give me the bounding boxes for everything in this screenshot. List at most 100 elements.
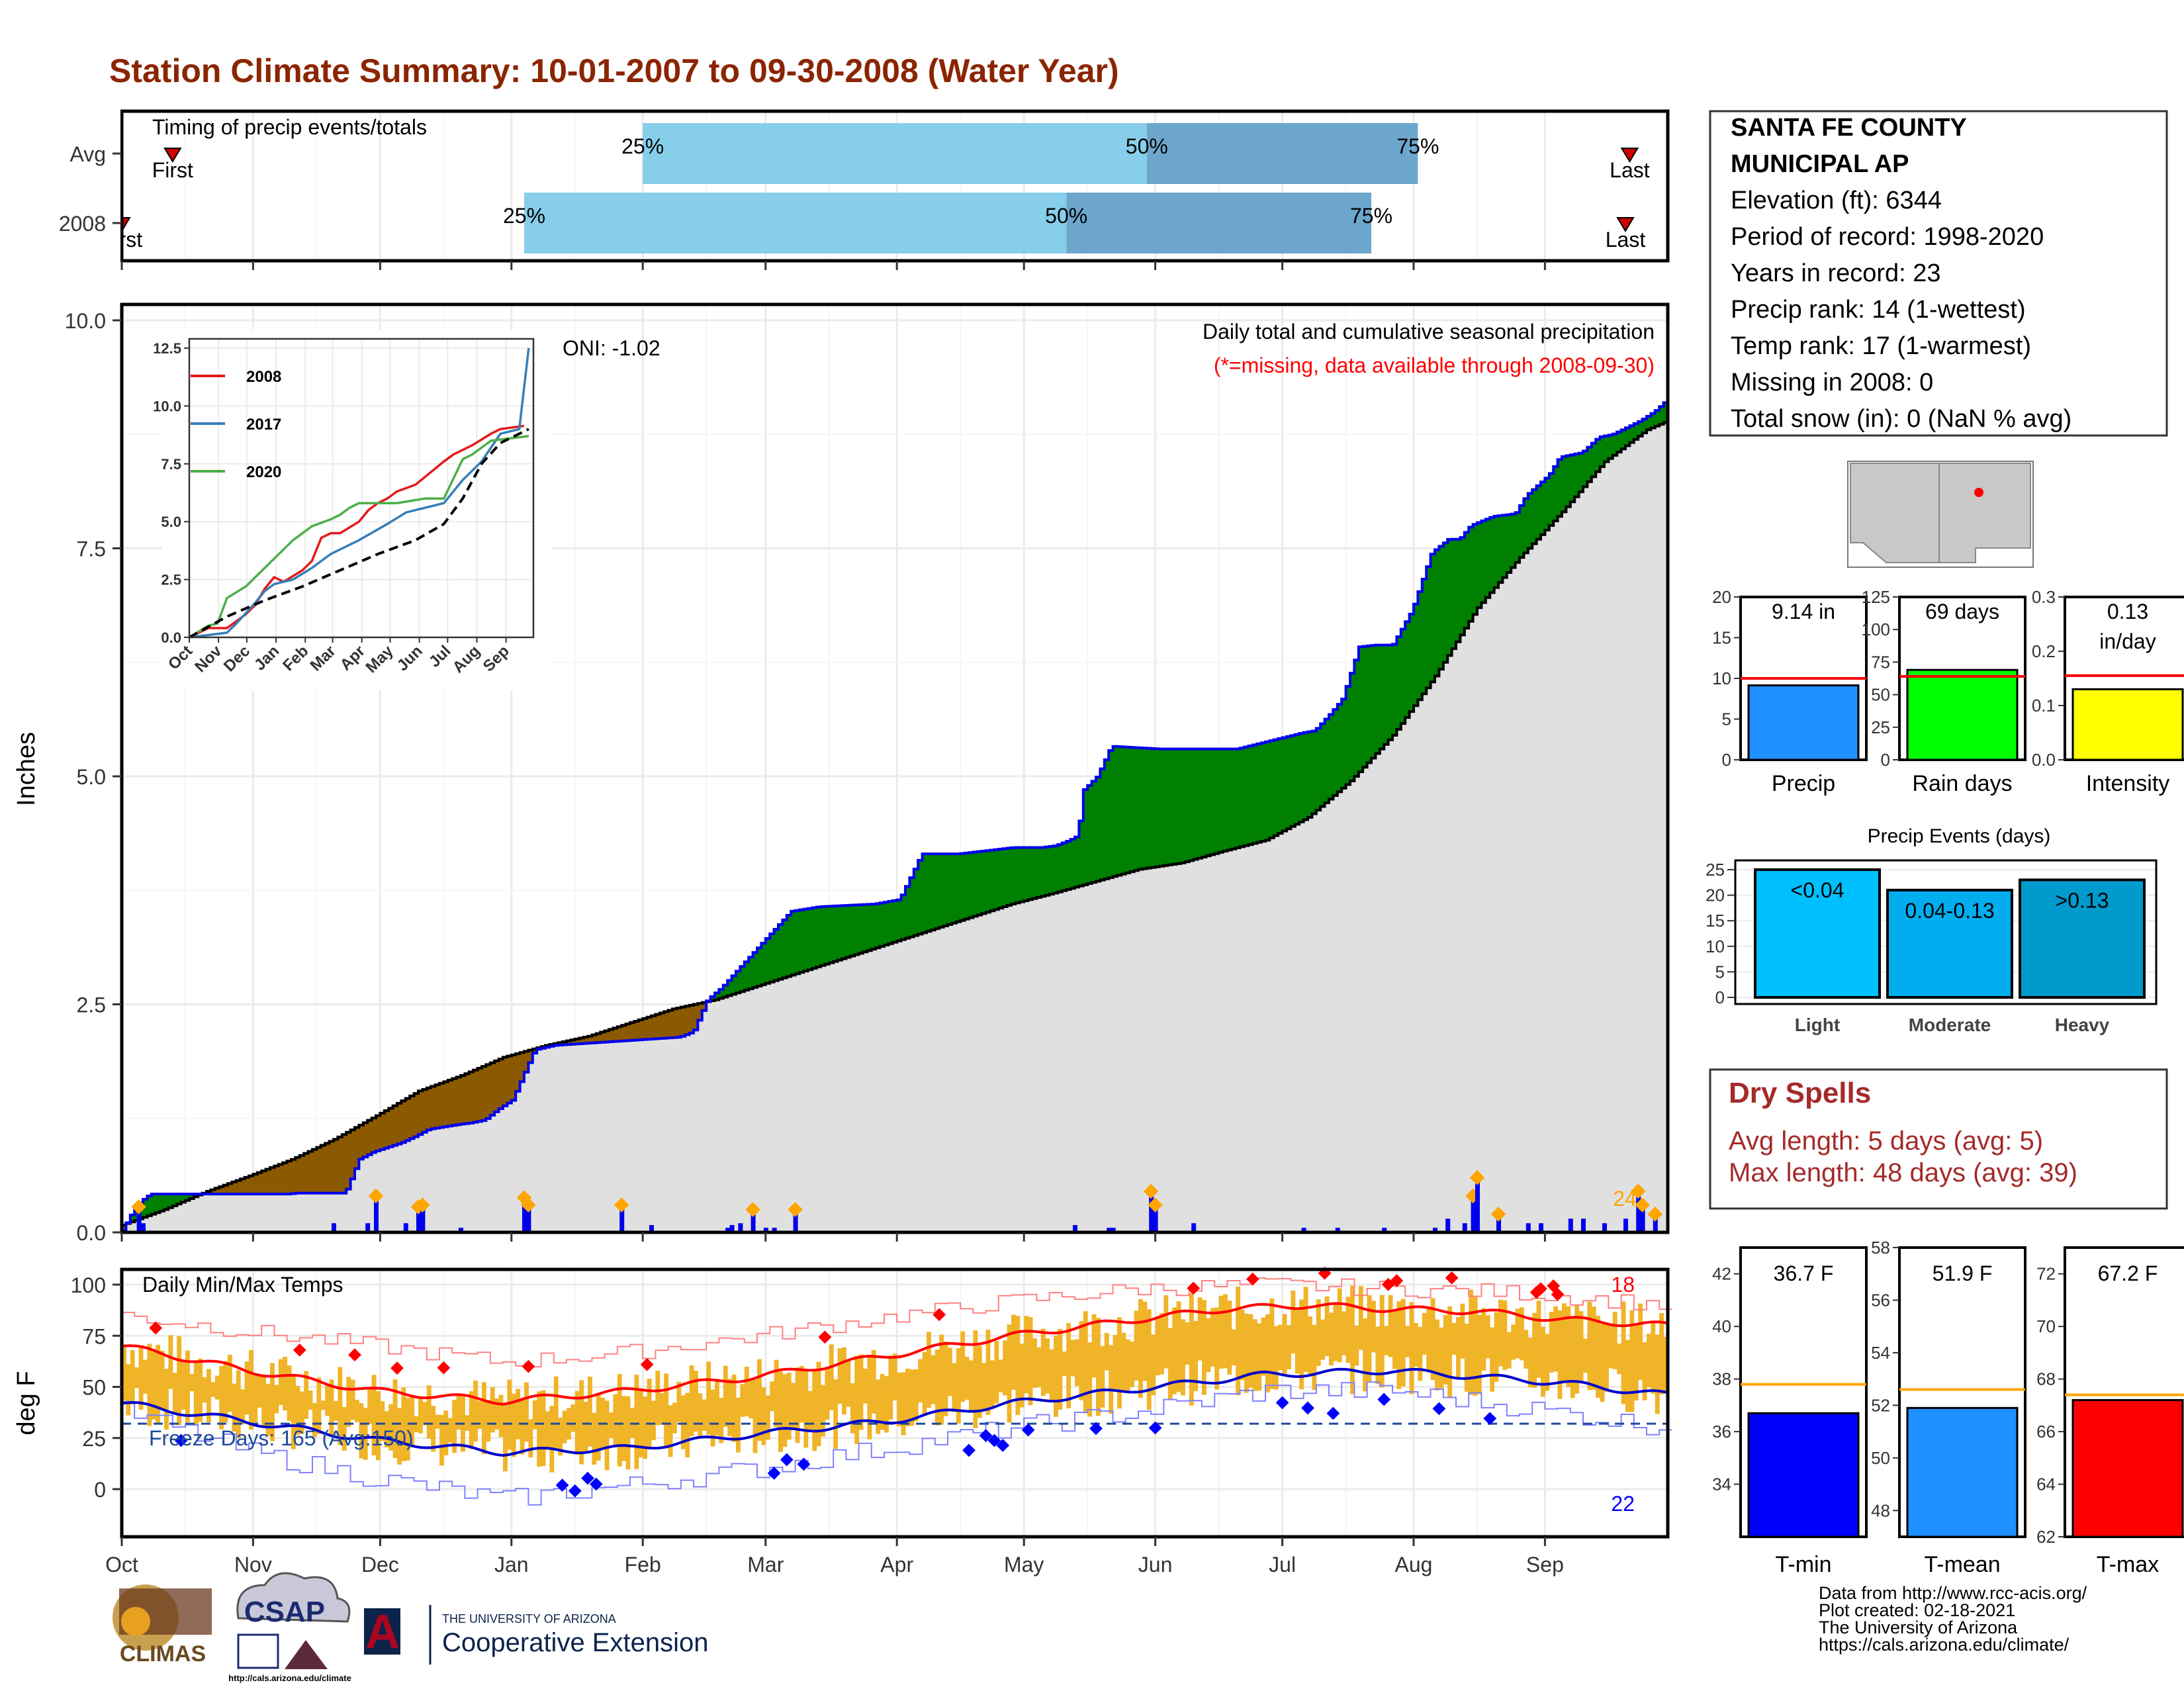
daily-temp-bar bbox=[1536, 1301, 1541, 1378]
below-normal-area bbox=[219, 1186, 224, 1195]
record-low-marker bbox=[1301, 1401, 1314, 1415]
above-normal-area bbox=[956, 854, 961, 922]
daily-temp-bar bbox=[210, 1382, 216, 1397]
below-normal-area bbox=[668, 1010, 673, 1038]
below-normal-area bbox=[312, 1149, 317, 1193]
daily-temp-bar bbox=[884, 1376, 889, 1433]
below-normal-area bbox=[592, 1034, 597, 1043]
below-normal-area bbox=[604, 1030, 610, 1042]
below-normal-area bbox=[524, 1051, 529, 1073]
daily-temp-bar bbox=[795, 1367, 800, 1443]
daily-precip-bar bbox=[1301, 1228, 1306, 1232]
above-normal-area bbox=[1079, 821, 1084, 886]
daily-temp-bar bbox=[846, 1359, 851, 1407]
above-normal-area bbox=[1172, 749, 1177, 864]
daily-temp-bar bbox=[431, 1406, 436, 1452]
event-bar-heavy bbox=[2019, 878, 2146, 999]
csap-logo: CSAP http://cals.arizona.edu/climate bbox=[228, 1572, 351, 1683]
summary-x-label: Intensity bbox=[2086, 771, 2170, 796]
daily-temp-bar bbox=[1629, 1310, 1635, 1412]
above-normal-area bbox=[803, 909, 809, 972]
above-normal-area bbox=[1083, 789, 1088, 885]
timing-bar-q50-q75 bbox=[1146, 123, 1418, 184]
heavy-event-marker bbox=[1647, 1207, 1663, 1222]
daily-temp-bar bbox=[304, 1371, 309, 1419]
heavy-event-marker bbox=[788, 1202, 803, 1217]
above-normal-area bbox=[1477, 522, 1482, 608]
above-normal-area bbox=[1240, 748, 1245, 847]
above-normal-area bbox=[1574, 453, 1580, 497]
daily-temp-bar bbox=[1375, 1326, 1381, 1385]
above-normal-area bbox=[1451, 539, 1457, 649]
daily-temp-bar bbox=[871, 1349, 876, 1414]
below-normal-area bbox=[520, 1052, 525, 1082]
daily-temp-bar bbox=[1647, 1334, 1651, 1388]
summary-y-tick: 100 bbox=[1862, 619, 1890, 639]
below-normal-area bbox=[295, 1157, 300, 1193]
daily-temp-bar bbox=[507, 1379, 512, 1450]
above-normal-area bbox=[1392, 644, 1397, 735]
above-normal-area bbox=[193, 1194, 199, 1197]
observed-cumulative-line bbox=[122, 398, 1669, 1232]
daily-temp-bar bbox=[1312, 1324, 1317, 1391]
record-high-marker bbox=[933, 1308, 946, 1322]
daily-temp-bar bbox=[1070, 1340, 1075, 1377]
daily-temp-bar bbox=[545, 1411, 550, 1450]
daily-temp-bar bbox=[185, 1350, 190, 1423]
temp-summary-x-label: T-mean bbox=[1924, 1552, 2000, 1577]
above-normal-area bbox=[863, 904, 868, 952]
inset-bg bbox=[161, 330, 552, 690]
below-normal-area bbox=[562, 1041, 567, 1045]
summary-y-tick: 0.2 bbox=[2032, 641, 2056, 661]
daily-temp-bar bbox=[731, 1374, 737, 1442]
above-normal-area bbox=[1028, 847, 1033, 900]
daily-temp-bar bbox=[193, 1362, 199, 1426]
temp-summary-y-tick: 66 bbox=[2036, 1422, 2056, 1441]
temp-panel-frame bbox=[120, 1267, 1670, 1539]
daily-temp-bar bbox=[1570, 1316, 1575, 1398]
daily-temp-bar bbox=[1210, 1308, 1215, 1367]
daily-temp-bar bbox=[829, 1344, 834, 1410]
daily-temp-bar bbox=[1418, 1326, 1423, 1381]
daily-temp-bar bbox=[719, 1398, 724, 1443]
above-normal-area bbox=[1536, 485, 1541, 539]
dry-spells-title: Dry Spells bbox=[1729, 1077, 1871, 1109]
month-tick-label: Oct bbox=[105, 1553, 138, 1577]
daily-temp-bar bbox=[278, 1359, 283, 1405]
daily-temp-bar bbox=[943, 1341, 948, 1416]
daily-temp-bar bbox=[520, 1399, 525, 1455]
daily-temp-bar bbox=[634, 1375, 639, 1469]
above-normal-area bbox=[884, 902, 889, 945]
above-normal-area bbox=[715, 993, 719, 1000]
above-normal-area bbox=[943, 854, 948, 926]
daily-temp-bar bbox=[435, 1414, 440, 1429]
daily-temp-bar bbox=[1384, 1326, 1389, 1355]
below-normal-area bbox=[439, 1083, 444, 1128]
daily-temp-bar bbox=[960, 1331, 966, 1402]
daily-precip-bar bbox=[374, 1195, 379, 1232]
daily-temp-bar bbox=[219, 1366, 224, 1430]
daily-temp-bar bbox=[541, 1390, 546, 1467]
daily-temp-bar bbox=[1075, 1339, 1079, 1387]
below-normal-area bbox=[702, 1002, 707, 1011]
above-normal-area bbox=[1273, 739, 1279, 836]
below-normal-area bbox=[308, 1151, 313, 1193]
month-tick-label: Nov bbox=[234, 1553, 272, 1577]
daily-temp-bar bbox=[130, 1350, 135, 1404]
daily-temp-bar bbox=[617, 1374, 622, 1467]
above-normal-area bbox=[1091, 781, 1097, 883]
below-normal-area bbox=[401, 1101, 406, 1143]
daily-precip-bar bbox=[725, 1228, 731, 1232]
above-normal-area bbox=[981, 850, 987, 914]
daily-temp-bar bbox=[918, 1359, 923, 1403]
station-info-line: Temp rank: 17 (1-warmest) bbox=[1731, 332, 2031, 360]
record-low-marker bbox=[780, 1453, 794, 1467]
daily-temp-bar bbox=[765, 1395, 770, 1440]
daily-temp-bar bbox=[202, 1377, 207, 1403]
daily-temp-bar bbox=[334, 1400, 338, 1421]
above-normal-area bbox=[1189, 749, 1194, 861]
above-normal-area bbox=[1202, 749, 1206, 857]
timing-label-75: 75% bbox=[1396, 134, 1439, 158]
daily-precip-bar bbox=[1433, 1228, 1437, 1232]
above-normal-area bbox=[837, 905, 842, 960]
